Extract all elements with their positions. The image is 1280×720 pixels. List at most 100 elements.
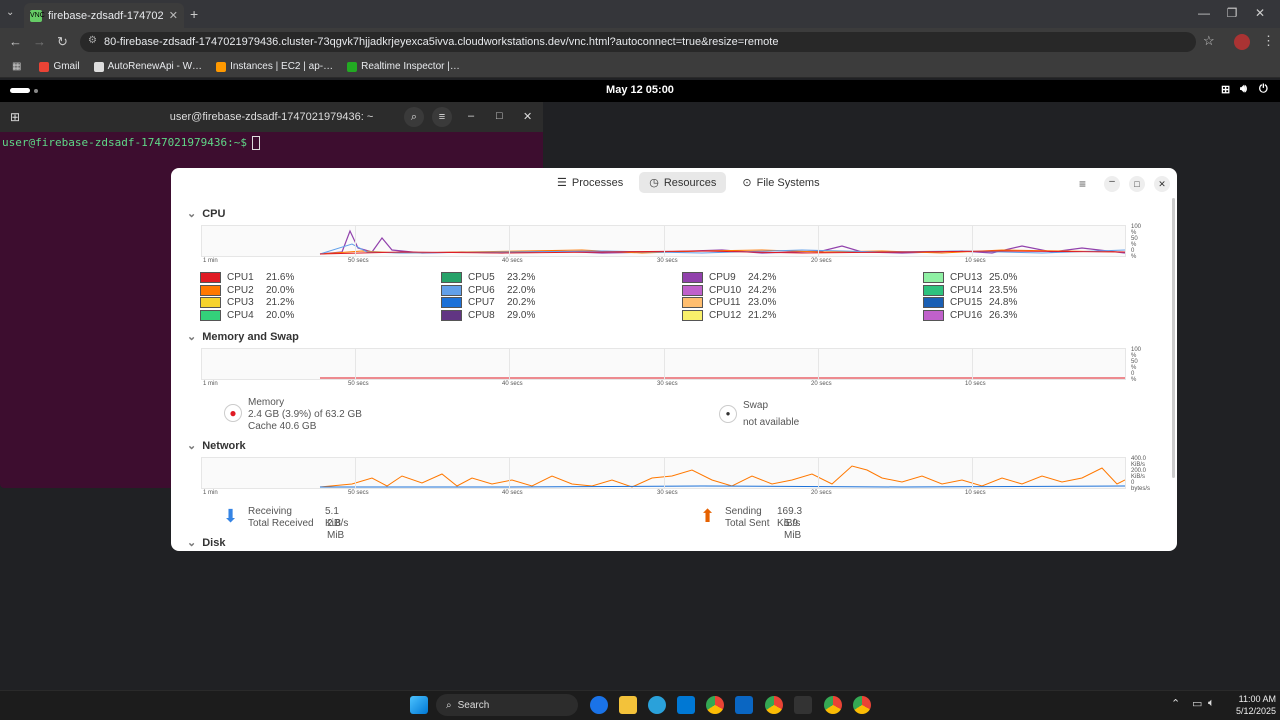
cpu-legend-item[interactable]: CPU10 24.2% [682,284,776,296]
cpu-color-swatch[interactable] [682,310,703,322]
chrome-icon[interactable] [706,696,724,714]
network-section-header[interactable]: ⌄ Network [187,440,246,452]
cpu-legend-item[interactable]: CPU2 20.0% [200,284,294,296]
bookmark-realtime-inspector[interactable]: Realtime Inspector |… [347,61,460,72]
search-icon[interactable]: ⌕ [404,107,424,127]
browser-tab[interactable]: VNC firebase-zdsadf-17470219743… ✕ [24,3,184,28]
close-tab-icon[interactable]: ✕ [168,10,178,22]
memory-section-header[interactable]: ⌄ Memory and Swap [187,331,299,343]
cpu-usage-value: 23.2% [507,272,536,283]
cpu-color-swatch[interactable] [200,284,221,296]
cpu-legend-item[interactable]: CPU12 21.2% [682,310,776,322]
tab-list-icon[interactable]: ⌄ [6,7,15,18]
bookmark-autorenew[interactable]: AutoRenewApi - W… [93,61,202,72]
hamburger-menu-icon[interactable]: ≡ [1079,177,1087,191]
cpu-color-swatch[interactable] [441,297,462,309]
cpu-legend-item[interactable]: CPU6 22.0% [441,284,535,296]
cpu-legend-item[interactable]: CPU16 26.3% [923,310,1017,322]
file-explorer-icon[interactable] [619,696,637,714]
cpu-color-swatch[interactable] [682,284,703,296]
cpu-color-swatch[interactable] [682,297,703,309]
clock[interactable]: May 12 05:00 [606,84,674,96]
cpu-legend-item[interactable]: CPU13 25.0% [923,272,1017,283]
photos-icon[interactable] [735,696,753,714]
cpu-color-swatch[interactable] [682,272,703,283]
inspector-icon [347,61,358,72]
display-icon[interactable]: ▭ [1192,698,1203,710]
cpu-color-swatch[interactable] [923,310,944,322]
system-clock[interactable]: 11:00 AM 5/12/2025 [1235,694,1276,716]
network-icon[interactable]: ⊞ [1221,84,1231,96]
minimize-icon[interactable]: – [1104,176,1120,192]
telegram-icon[interactable] [648,696,666,714]
disk-section-header[interactable]: ⌄ Disk [187,537,226,549]
volume-icon[interactable]: 🔊︎ [1240,83,1247,95]
cpu-color-swatch[interactable] [441,310,462,322]
cpu-color-swatch[interactable] [200,297,221,309]
start-windows-icon[interactable] [410,696,428,714]
minimize-icon[interactable]: – [468,110,475,122]
cpu-color-swatch[interactable] [923,297,944,309]
cpu-legend-item[interactable]: CPU7 20.2% [441,297,535,309]
chevron-up-icon[interactable]: ⌃ [1171,698,1181,710]
apps-grid-icon[interactable]: ▦ [12,61,22,72]
bookmark-gmail[interactable]: Gmail [39,61,80,72]
power-icon[interactable]: ⏻ [1259,83,1268,95]
back-icon[interactable]: ← [9,34,22,49]
address-bar[interactable]: ⚙ 80-firebase-zdsadf-1747021979436.clust… [80,32,1196,52]
forward-icon[interactable]: → [33,34,46,49]
tab-processes[interactable]: ☰ Processes [557,176,624,190]
reload-icon[interactable]: ↻ [57,34,68,49]
cpu-color-swatch[interactable] [441,272,462,283]
cpu-color-swatch[interactable] [923,284,944,296]
terminal-prompt[interactable]: user@firebase-zdsadf-1747021979436:~$ [2,136,261,150]
volume-icon[interactable]: 🔈︎ [1208,697,1215,709]
terminal-app-icon[interactable] [794,696,812,714]
cpu-legend-item[interactable]: CPU3 21.2% [200,297,294,309]
copilot-icon[interactable] [590,696,608,714]
cpu-legend-item[interactable]: CPU5 23.2% [441,272,535,283]
cpu-color-swatch[interactable] [923,272,944,283]
cpu-color-swatch[interactable] [200,272,221,283]
chrome-alt-icon[interactable] [853,696,871,714]
close-window-icon[interactable]: ✕ [1254,6,1266,20]
cpu-legend-item[interactable]: CPU8 29.0% [441,310,536,322]
tab-resources[interactable]: ◷ Resources [639,172,727,193]
bookmark-star-icon[interactable]: ☆ [1203,33,1215,48]
minimize-window-icon[interactable]: — [1198,6,1210,20]
cpu-color-swatch[interactable] [441,284,462,296]
tab-file-systems[interactable]: ⊙ File Systems [742,176,820,190]
new-tab-icon[interactable]: ⊞ [10,110,21,124]
cpu-legend-item[interactable]: CPU15 24.8% [923,297,1018,309]
bookmark-ec2[interactable]: Instances | EC2 | ap-… [216,61,333,72]
site-info-icon[interactable]: ⚙ [88,35,97,46]
cpu-legend-item[interactable]: CPU9 24.2% [682,272,776,283]
cpu-legend-item[interactable]: CPU4 20.0% [200,310,294,322]
close-icon[interactable]: ✕ [1154,176,1170,192]
cpu-name: CPU7 [468,297,495,309]
cpu-color-swatch[interactable] [200,310,221,322]
cpu-legend-item[interactable]: CPU1 21.6% [200,272,294,283]
sending-info: Sending 169.3 KiB/s Total Sent 5.9 MiB [725,506,803,541]
cpu-section-header[interactable]: ⌄ CPU [187,208,226,220]
cpu-usage-value: 24.8% [989,297,1018,309]
menu-kebab-icon[interactable]: ⋮ [1262,33,1275,48]
system-monitor-window[interactable]: ☰ Processes ◷ Resources ⊙ File Systems ≡ – … [171,168,1177,551]
chrome-active-icon[interactable] [824,696,842,714]
maximize-icon[interactable]: □ [496,110,503,122]
cpu-legend-item[interactable]: CPU11 23.0% [682,297,776,309]
hamburger-menu-icon[interactable]: ≡ [432,107,452,127]
cpu-usage-value: 29.0% [507,310,536,322]
chrome-profile-icon[interactable] [765,696,783,714]
maximize-icon[interactable]: □ [1129,176,1145,192]
restore-window-icon[interactable]: ❐ [1226,6,1238,20]
memory-pie-icon: ● [224,404,242,422]
close-icon[interactable]: ✕ [523,111,533,123]
scrollbar[interactable] [1172,198,1175,478]
activities-indicator[interactable] [10,88,30,93]
vscode-icon[interactable] [677,696,695,714]
profile-avatar[interactable] [1234,34,1250,50]
taskbar-search[interactable]: ⌕ Search [436,694,578,716]
cpu-legend-item[interactable]: CPU14 23.5% [923,284,1017,296]
new-tab-icon[interactable]: + [190,6,199,22]
